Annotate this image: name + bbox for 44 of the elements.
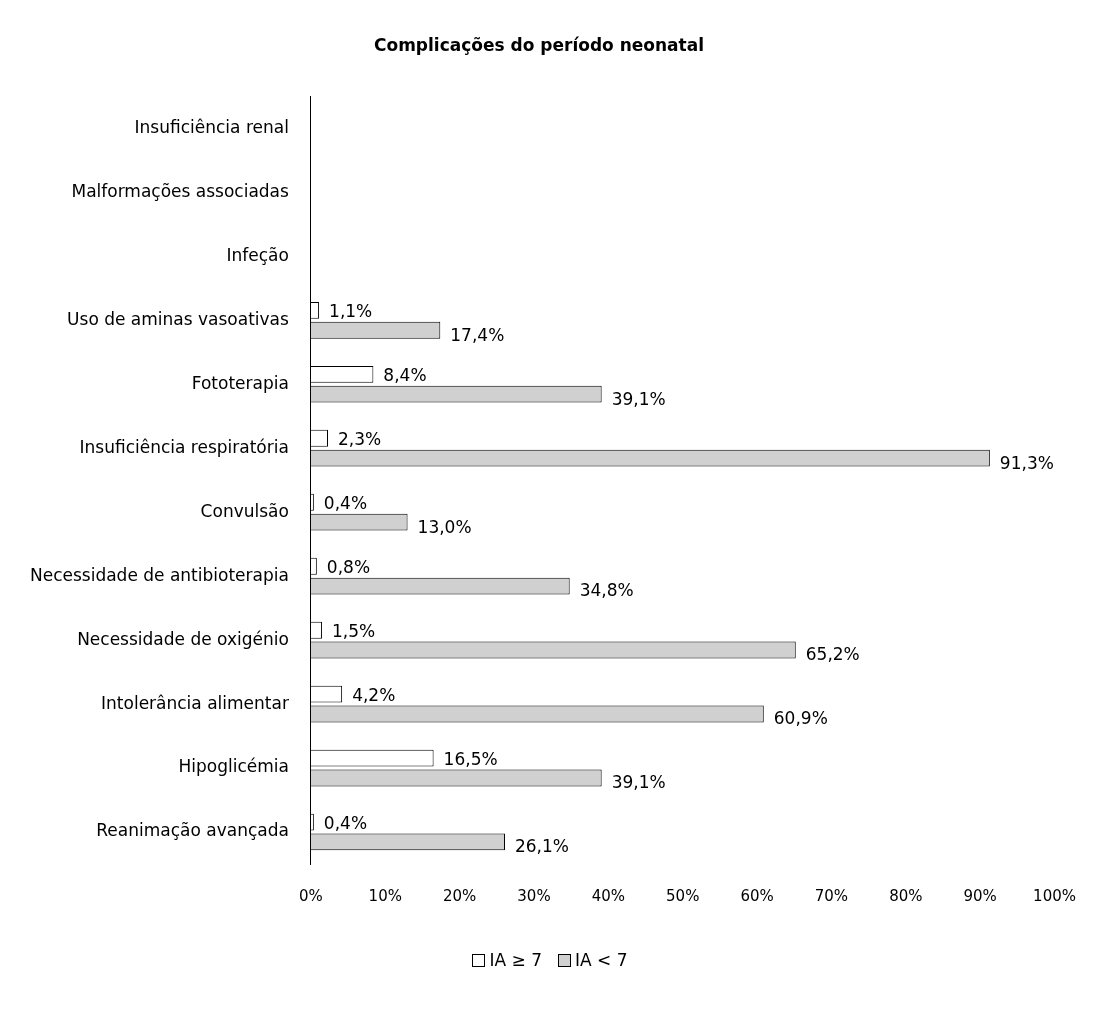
data-label: 1,1% xyxy=(329,300,373,321)
x-tick-label: 20% xyxy=(442,886,477,905)
data-label: 26,1% xyxy=(514,836,570,857)
legend-label: IA < 7 xyxy=(575,950,628,970)
x-tick-label: 100% xyxy=(1033,886,1076,905)
data-label: 13,0% xyxy=(417,516,472,537)
y-tick-label: Reanimação avançada xyxy=(96,820,289,841)
data-label: 0,4% xyxy=(323,812,368,833)
data-label: 8,4% xyxy=(383,364,427,385)
data-label: 34,8% xyxy=(579,580,634,601)
data-label: 39,1% xyxy=(611,388,666,409)
y-tick-label: Insuficiência respiratória xyxy=(79,436,289,457)
y-tick-label: Necessidade de antibioterapia xyxy=(29,564,289,585)
y-tick-label: Necessidade de oxigénio xyxy=(77,628,289,649)
data-label: 0,8% xyxy=(326,556,371,577)
x-tick-label: 70% xyxy=(814,886,849,905)
y-tick-label: Malformações associadas xyxy=(71,180,290,201)
data-label: 1,5% xyxy=(332,620,376,641)
data-label: 4,2% xyxy=(352,684,396,705)
data-label: 60,9% xyxy=(773,708,828,729)
text: IA ≥ 7 xyxy=(489,950,542,970)
y-tick-label: Insuficiência renal xyxy=(134,116,289,137)
data-label: 2,3% xyxy=(338,428,382,449)
data-label: 16,5% xyxy=(443,748,498,769)
y-tick-label: Uso de aminas vasoativas xyxy=(67,308,290,329)
x-tick-label: 50% xyxy=(666,886,700,905)
y-tick-label: Convulsão xyxy=(200,500,289,521)
data-label: 39,1% xyxy=(611,772,666,793)
y-tick-label: Fototerapia xyxy=(191,372,289,393)
y-tick-label: Hipoglicémia xyxy=(178,756,289,777)
x-tick-label: 90% xyxy=(963,886,997,905)
data-label: 0,4% xyxy=(323,492,368,513)
data-label: 65,2% xyxy=(805,644,860,665)
x-tick-label: 80% xyxy=(889,886,923,905)
x-tick-label: 0% xyxy=(298,886,323,905)
x-tick-label: 10% xyxy=(368,886,402,905)
y-tick-label: Intolerância alimentar xyxy=(101,692,289,713)
data-label: 17,4% xyxy=(450,324,505,345)
x-tick-label: 30% xyxy=(517,886,551,905)
x-tick-label: 40% xyxy=(591,886,626,905)
chart-title: Complicações do período neonatal xyxy=(374,34,704,55)
y-tick-label: Infeção xyxy=(226,244,289,265)
data-label: 91,3% xyxy=(999,452,1054,473)
x-tick-label: 60% xyxy=(740,886,774,905)
